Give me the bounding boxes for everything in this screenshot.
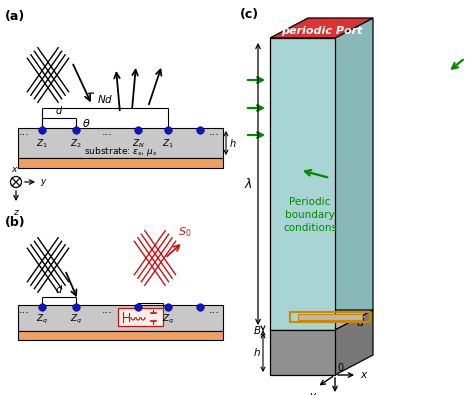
- Text: $x$: $x$: [360, 370, 368, 380]
- Text: $Z_N$: $Z_N$: [131, 138, 145, 150]
- Bar: [18, 128, 223, 158]
- Text: $y$: $y$: [309, 391, 317, 395]
- Bar: [298, 314, 362, 320]
- Text: $Z_q$: $Z_q$: [36, 312, 48, 325]
- Text: ...: ...: [101, 305, 112, 315]
- Text: Periodic
boundary
conditions: Periodic boundary conditions: [283, 197, 337, 233]
- Text: $Z_q$: $Z_q$: [162, 312, 174, 325]
- Text: $\lambda$: $\lambda$: [244, 177, 253, 191]
- Text: $B$: $B$: [253, 324, 261, 336]
- Polygon shape: [270, 330, 335, 375]
- Text: $h$: $h$: [229, 137, 237, 149]
- Text: $S_0$: $S_0$: [178, 225, 191, 239]
- Text: $d$: $d$: [55, 104, 63, 116]
- Text: $Z_q$: $Z_q$: [70, 312, 82, 325]
- Text: $Z_1$: $Z_1$: [36, 138, 48, 150]
- Text: ...: ...: [18, 127, 29, 137]
- Text: $\theta$: $\theta$: [82, 117, 90, 129]
- Text: periodic Port: periodic Port: [281, 26, 362, 36]
- Polygon shape: [270, 310, 373, 330]
- Bar: [290, 312, 370, 322]
- Text: substrate: $\varepsilon_s$, $\mu_s$: substrate: $\varepsilon_s$, $\mu_s$: [84, 145, 157, 158]
- Text: (b): (b): [5, 216, 26, 229]
- Text: $Z_1$: $Z_1$: [162, 138, 174, 150]
- Text: $Z_2$: $Z_2$: [70, 138, 82, 150]
- Bar: [18, 305, 223, 331]
- Text: $Nd$: $Nd$: [97, 93, 113, 105]
- Text: $y$: $y$: [40, 177, 48, 188]
- Text: $z$: $z$: [12, 208, 19, 217]
- Text: (c): (c): [240, 8, 259, 21]
- Text: $h$: $h$: [253, 346, 261, 359]
- Text: $d$: $d$: [356, 316, 365, 328]
- Polygon shape: [270, 38, 335, 330]
- Polygon shape: [335, 310, 373, 375]
- Text: (a): (a): [5, 10, 25, 23]
- Polygon shape: [270, 18, 373, 38]
- Text: ...: ...: [209, 127, 219, 137]
- Bar: [18, 331, 223, 340]
- Text: ...: ...: [209, 305, 219, 315]
- Text: $x$: $x$: [11, 165, 19, 174]
- Text: 0: 0: [337, 363, 343, 373]
- Bar: [118, 308, 163, 326]
- Polygon shape: [335, 18, 373, 330]
- Text: $d$: $d$: [55, 283, 63, 295]
- Bar: [18, 158, 223, 168]
- Text: ...: ...: [101, 127, 112, 137]
- Text: ...: ...: [18, 305, 29, 315]
